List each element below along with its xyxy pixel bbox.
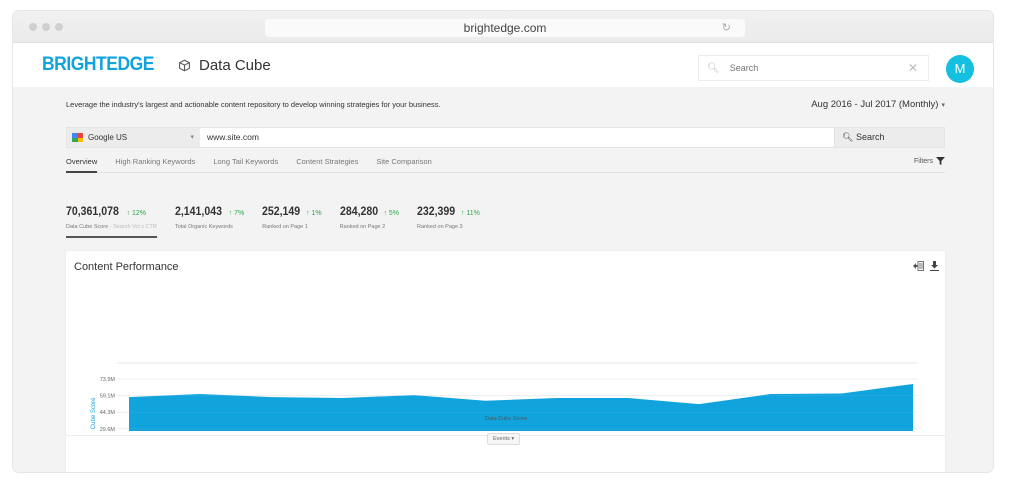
- reload-icon[interactable]: ↻: [721, 22, 731, 34]
- tab-content-strategies[interactable]: Content Strategies: [296, 157, 359, 166]
- tab-high-ranking-keywords[interactable]: High Ranking Keywords: [115, 157, 196, 166]
- stat-ranked-page-1[interactable]: 252,149 ↑ 1% Ranked on Page 1: [262, 202, 321, 238]
- search-icon: 🔍︎: [842, 132, 854, 142]
- stat-ranked-page-2[interactable]: 284,280 ↑ 5% Ranked on Page 2: [340, 202, 399, 238]
- card-title: Content Performance: [74, 261, 179, 273]
- stat-label: Ranked on Page 1: [262, 224, 308, 230]
- window-controls: [29, 23, 63, 31]
- product-name: Data Cube: [199, 57, 271, 74]
- stat-total-organic-keywords[interactable]: 2,141,043 ↑ 7% Total Organic Keywords: [175, 202, 244, 238]
- stat-ranked-page-3[interactable]: 232,399 ↑ 11% Ranked on Page 3: [417, 202, 480, 238]
- filters-label: Filters: [913, 157, 933, 165]
- stat-change: ↑ 11%: [460, 210, 480, 217]
- legend-label: Data Cube Score: [485, 416, 528, 422]
- search-engine-label: Google US: [88, 133, 128, 142]
- events-label: Events: [493, 436, 510, 442]
- date-range-selector[interactable]: Aug 2016 - Jul 2017 (Monthly) ▾: [811, 99, 945, 110]
- card-actions: [913, 261, 939, 271]
- global-search[interactable]: 🔍︎ ✕: [698, 55, 929, 81]
- stat-label: Total Organic Keywords: [174, 224, 233, 230]
- stat-change: ↑ 12%: [126, 210, 146, 217]
- stat-change: ↑ 5%: [383, 210, 400, 217]
- date-range-label: Aug 2016 - Jul 2017 (Monthly): [811, 99, 939, 110]
- domain-input[interactable]: [200, 128, 834, 147]
- stat-value: 70,361,078: [66, 204, 119, 218]
- stat-value: 2,141,043: [174, 204, 222, 218]
- brightedge-logo[interactable]: BRIGHTEDGE: [42, 54, 154, 75]
- stats-row: 70,361,078 ↑ 12% Data Cube Score - Searc…: [66, 202, 498, 238]
- legend-swatch: [476, 416, 482, 422]
- url-text: brightedge.com: [463, 21, 547, 35]
- app-header: BRIGHTEDGE Data Cube 🔍︎ ✕ M: [13, 43, 993, 87]
- svg-text:44.3M: 44.3M: [100, 410, 116, 416]
- search-icon: 🔍︎: [707, 62, 720, 74]
- stat-label: Data Cube Score - Search Vol x CTR: [66, 224, 157, 230]
- user-avatar[interactable]: M: [946, 55, 974, 83]
- svg-text:Data Cube Score: Data Cube Score: [91, 397, 97, 431]
- tab-site-comparison[interactable]: Site Comparison: [376, 157, 432, 166]
- chevron-down-icon: ▾: [190, 134, 194, 141]
- stat-value: 252,149: [262, 204, 301, 218]
- svg-text:73.9M: 73.9M: [100, 377, 116, 383]
- stat-label: Ranked on Page 3: [417, 224, 463, 230]
- cube-icon: [179, 59, 190, 72]
- chevron-down-icon: ▾: [511, 436, 515, 442]
- content-performance-card: Content Performance 014.8M29.6M44.3M59.1…: [66, 251, 945, 472]
- chevron-down-icon: ▾: [941, 102, 945, 109]
- domain-search-row: Google US ▾ 🔍︎ Search: [66, 127, 945, 148]
- clear-search-icon[interactable]: ✕: [907, 61, 918, 75]
- address-bar[interactable]: brightedge.com ↻: [265, 19, 745, 37]
- stat-label: Ranked on Page 2: [339, 224, 386, 230]
- tab-overview[interactable]: Overview: [66, 155, 98, 173]
- tab-bar: Overview High Ranking Keywords Long Tail…: [66, 155, 945, 173]
- stat-change: ↑ 7%: [228, 210, 245, 217]
- search-button[interactable]: 🔍︎ Search: [834, 128, 944, 147]
- stat-value: 284,280: [339, 204, 378, 218]
- events-dropdown[interactable]: Events ▾: [487, 433, 521, 445]
- close-window-button[interactable]: [29, 23, 37, 31]
- product-title: Data Cube: [178, 57, 271, 74]
- stat-value: 232,399: [417, 204, 456, 218]
- minimize-window-button[interactable]: [42, 23, 50, 31]
- svg-text:59.1M: 59.1M: [100, 394, 116, 400]
- download-icon[interactable]: [930, 261, 939, 271]
- svg-text:29.6M: 29.6M: [100, 427, 116, 431]
- search-engine-select[interactable]: Google US ▾: [67, 128, 200, 147]
- chart-legend[interactable]: Data Cube Score: [476, 416, 527, 422]
- google-icon: [72, 133, 83, 142]
- stat-change: ↑ 1%: [306, 210, 322, 217]
- page-tagline: Leverage the industry's largest and acti…: [66, 100, 441, 109]
- browser-titlebar: brightedge.com ↻: [13, 11, 993, 43]
- maximize-window-button[interactable]: [55, 23, 63, 31]
- export-table-icon[interactable]: [913, 261, 924, 271]
- browser-window: brightedge.com ↻ BRIGHTEDGE Data Cube 🔍︎…: [13, 11, 993, 472]
- tab-long-tail-keywords[interactable]: Long Tail Keywords: [213, 157, 279, 166]
- global-search-input[interactable]: [729, 63, 908, 73]
- filters-button[interactable]: Filters: [914, 157, 945, 165]
- filter-icon: [936, 157, 945, 165]
- stat-data-cube-score[interactable]: 70,361,078 ↑ 12% Data Cube Score - Searc…: [66, 202, 157, 238]
- search-button-label: Search: [855, 132, 885, 142]
